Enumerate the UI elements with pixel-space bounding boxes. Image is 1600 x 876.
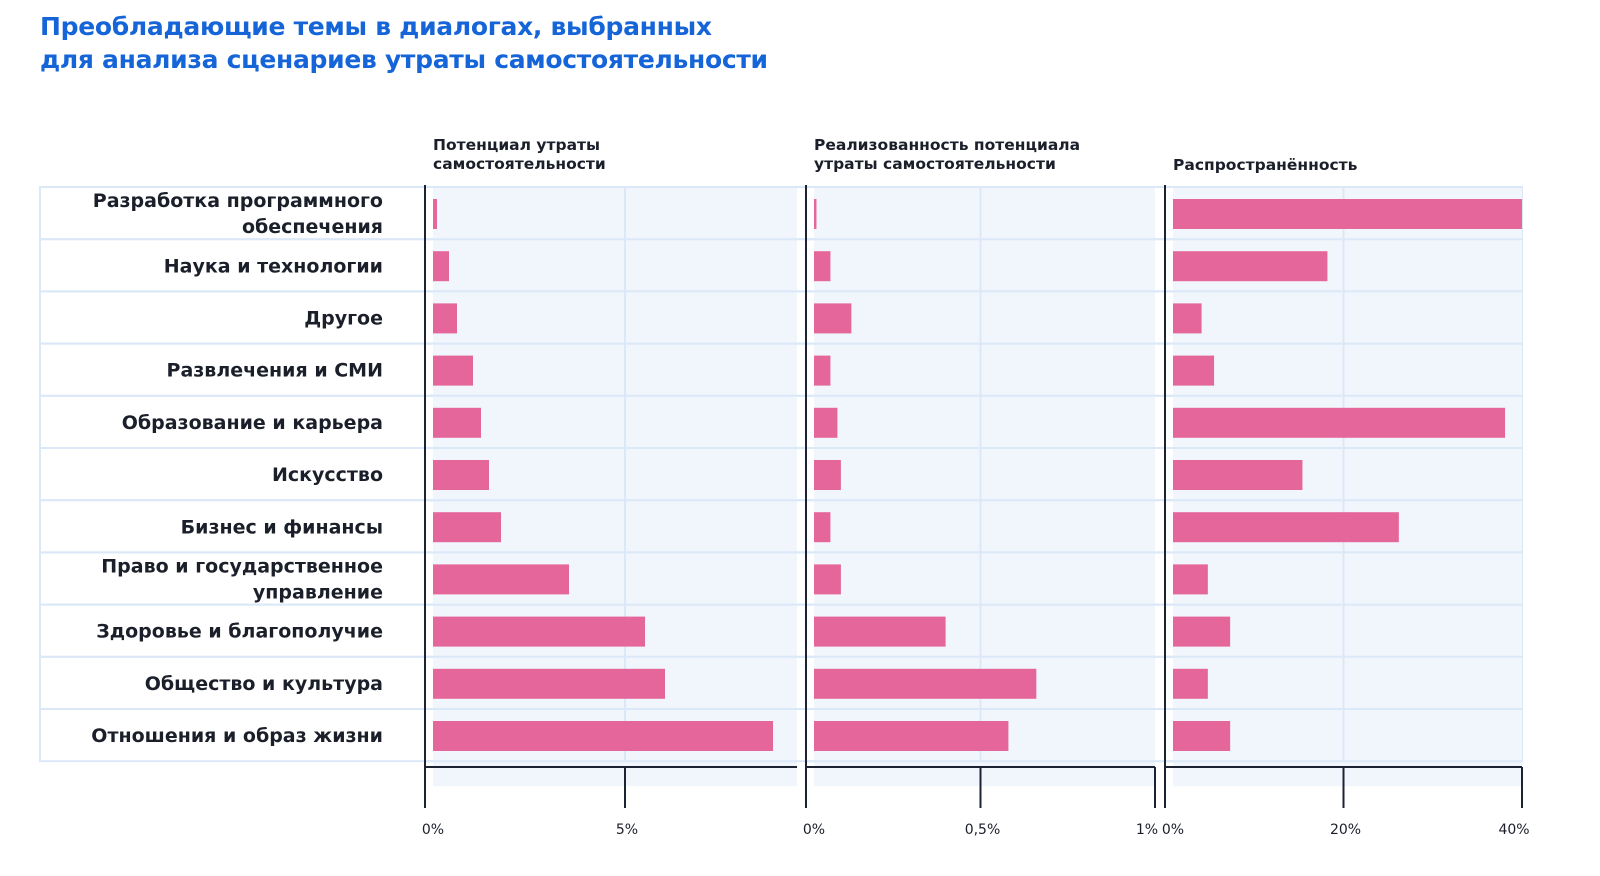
title-line-2: для анализа сценариев утраты самостоятел… bbox=[40, 45, 768, 74]
x-tick-label: 40% bbox=[1498, 822, 1529, 838]
bar bbox=[1173, 616, 1231, 647]
panel-title: утраты самостоятельности bbox=[814, 155, 1056, 173]
bar bbox=[1173, 355, 1215, 386]
category-label: обеспечения bbox=[242, 216, 383, 238]
x-tick-label: 0,5% bbox=[965, 822, 1001, 838]
bar bbox=[1173, 668, 1208, 699]
title-line-1: Преобладающие темы в диалогах, выбранных bbox=[40, 12, 712, 41]
x-tick-label: 5% bbox=[616, 822, 638, 838]
bar bbox=[814, 564, 841, 595]
bar bbox=[814, 199, 817, 229]
category-label: Здоровье и благополучие bbox=[96, 621, 383, 643]
bar bbox=[1173, 460, 1303, 490]
bar bbox=[1173, 512, 1399, 543]
bar bbox=[814, 407, 838, 438]
category-label: Разработка программного bbox=[93, 190, 383, 212]
panel-title: Распространённость bbox=[1173, 156, 1358, 174]
x-tick-label: 1% bbox=[1136, 822, 1158, 838]
bar bbox=[433, 355, 473, 386]
bar bbox=[433, 721, 773, 751]
bar bbox=[814, 616, 946, 647]
category-label: Образование и карьера bbox=[122, 412, 383, 434]
bar bbox=[814, 512, 831, 543]
bar bbox=[1173, 564, 1208, 595]
panel-title: Потенциал утраты bbox=[433, 136, 600, 154]
bar bbox=[814, 721, 1009, 751]
bar bbox=[433, 512, 501, 543]
bar bbox=[814, 460, 841, 490]
bar bbox=[1173, 303, 1202, 334]
bar bbox=[814, 251, 831, 282]
bar bbox=[814, 303, 852, 334]
category-label: Другое bbox=[304, 308, 383, 330]
bar bbox=[1173, 199, 1522, 229]
category-label: Право и государственное bbox=[101, 556, 383, 578]
bar bbox=[814, 355, 831, 386]
panel-title: самостоятельности bbox=[433, 155, 606, 173]
bar bbox=[433, 668, 665, 699]
x-tick-label: 0% bbox=[1162, 822, 1184, 838]
chart-title: Преобладающие темы в диалогах, выбранных… bbox=[40, 10, 768, 76]
x-tick-label: 0% bbox=[803, 822, 825, 838]
category-label: Отношения и образ жизни bbox=[91, 725, 383, 747]
bar bbox=[433, 460, 489, 490]
x-tick-label: 20% bbox=[1330, 822, 1361, 838]
category-label: Наука и технологии bbox=[164, 255, 383, 277]
x-tick-label: 0% bbox=[422, 822, 444, 838]
category-label: Общество и культура bbox=[145, 673, 383, 695]
bar bbox=[433, 303, 457, 334]
bar bbox=[1173, 407, 1506, 438]
category-label: Искусство bbox=[272, 464, 383, 486]
bar bbox=[433, 199, 437, 229]
category-label: Бизнес и финансы bbox=[181, 516, 383, 538]
bar bbox=[433, 616, 645, 647]
category-label: Развлечения и СМИ bbox=[167, 360, 383, 382]
category-label: управление bbox=[253, 582, 383, 604]
bar bbox=[1173, 721, 1231, 751]
panel-title: Реализованность потенциала bbox=[814, 136, 1080, 154]
bar bbox=[1173, 251, 1328, 282]
bar bbox=[814, 668, 1037, 699]
bar bbox=[433, 251, 449, 282]
bar bbox=[433, 564, 569, 595]
bar bbox=[433, 407, 481, 438]
